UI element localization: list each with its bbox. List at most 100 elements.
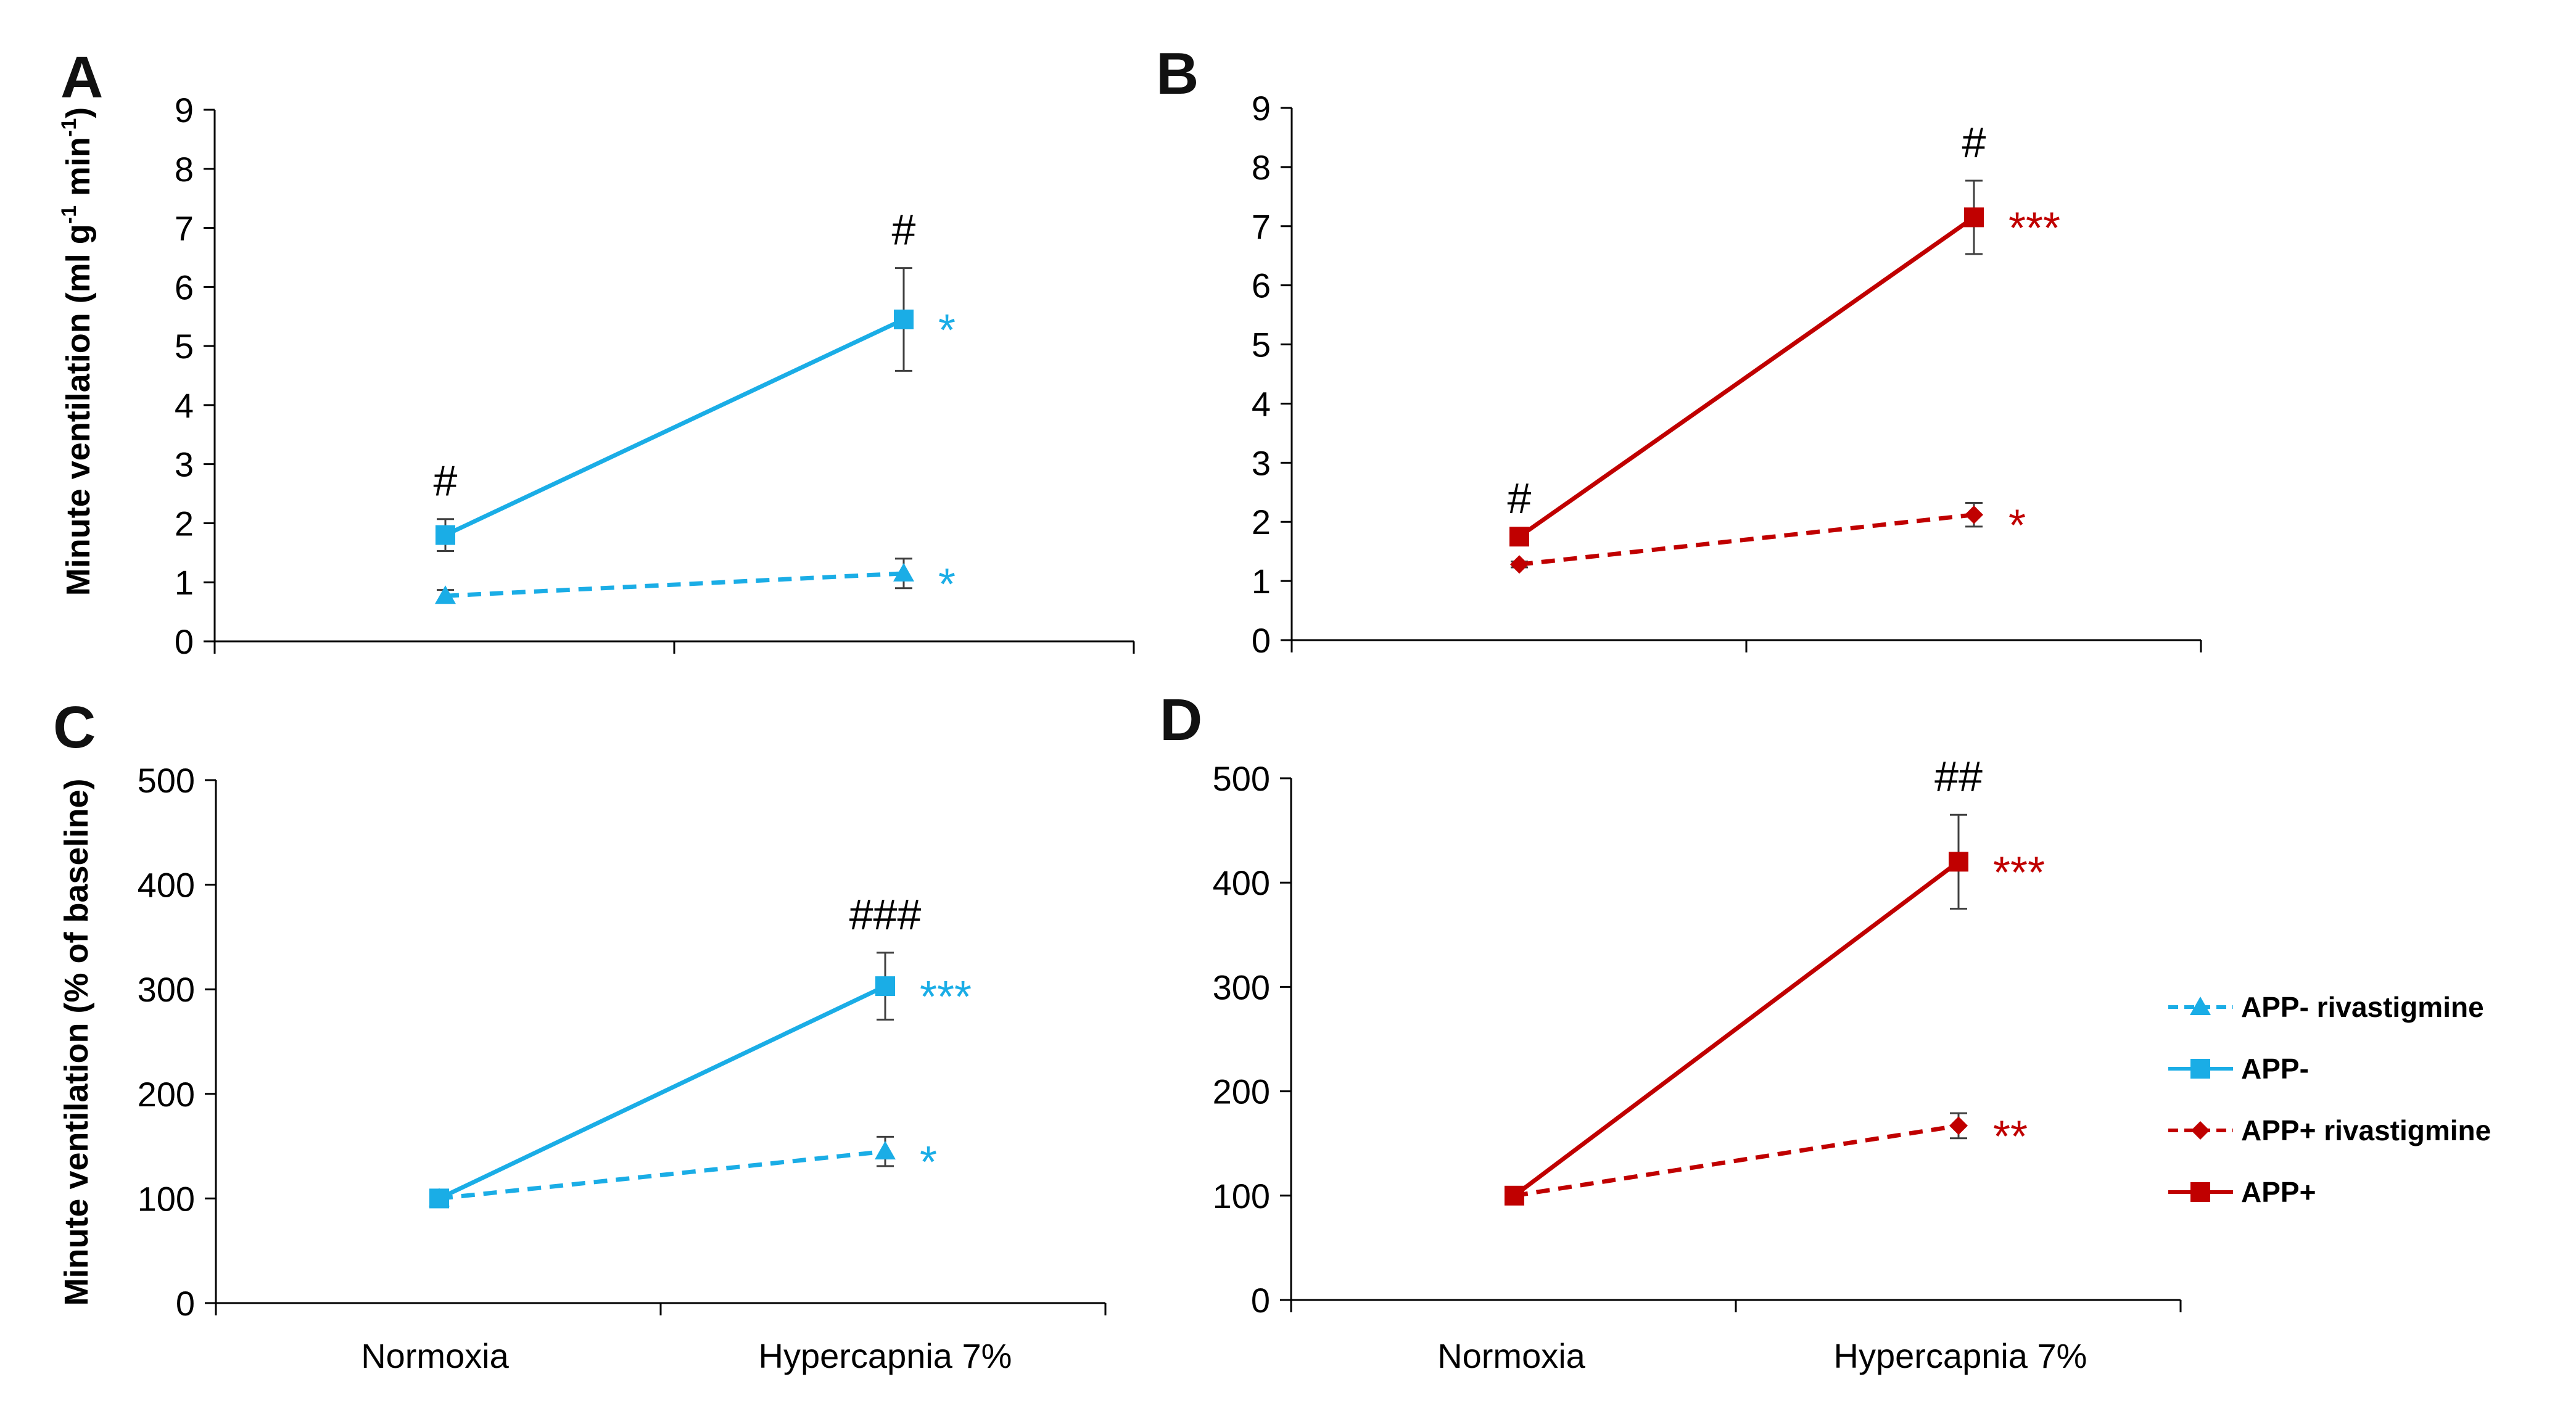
significance-star-a-0-2: * (938, 306, 956, 355)
y-axis-label-bottom: Minute ventilation (% of baseline) (58, 778, 95, 1306)
data-point-b-1-0 (1510, 555, 1529, 574)
significance-hash-a-0-1: # (892, 206, 916, 254)
significance-star-a-1-0: * (938, 560, 956, 609)
y-tick-label-a-0: 0 (175, 622, 194, 661)
series-line-c-0 (438, 984, 886, 1201)
significance-star-c-1-0: * (920, 1138, 937, 1187)
series-d-app-rivastigmine: ** (1505, 1112, 2028, 1205)
data-point-c-1-1 (875, 1141, 896, 1160)
y-tick-label-b-4: 4 (1252, 384, 1271, 423)
panel-letter-d: D (1160, 687, 1202, 753)
y-tick-label-b-3: 3 (1252, 443, 1271, 482)
y-tick-label-b-1: 1 (1252, 562, 1271, 601)
legend-item-3: APP+ (2168, 1176, 2316, 1208)
y-tick-label-b-5: 5 (1252, 326, 1271, 364)
series-a-app-: # # * (434, 206, 956, 552)
data-point-a-0-0 (436, 525, 455, 545)
x-label-hypercapnia-left: Hypercapnia 7% (759, 1336, 1012, 1375)
series-c-app-: ### *** (429, 890, 972, 1209)
x-label-hypercapnia-right: Hypercapnia 7% (1834, 1336, 2087, 1375)
y-tick-label-a-9: 9 (175, 91, 194, 130)
data-point-c-0-1 (875, 976, 895, 997)
significance-star-c-0-1: *** (920, 973, 972, 1022)
significance-star-b-0-2: *** (2008, 204, 2060, 253)
y-tick-label-a-8: 8 (175, 150, 194, 189)
y-tick-label-b-9: 9 (1252, 89, 1271, 128)
series-line-b-1 (1519, 512, 1975, 567)
series-b-app-: # # *** (1508, 118, 2060, 547)
legend-marker-3 (2190, 1182, 2210, 1202)
chart-panels: 0123456789##**0123456789##****0100200300… (138, 89, 2202, 1323)
y-tick-label-d-1: 100 (1213, 1177, 1270, 1215)
series-b-app-rivastigmine: * (1510, 501, 2026, 574)
significance-hash-d-0-0: ## (1934, 752, 1983, 800)
y-tick-label-b-8: 8 (1252, 148, 1271, 187)
y-tick-label-c-0: 0 (176, 1284, 195, 1323)
y-tick-label-a-6: 6 (175, 268, 194, 306)
legend-marker-2 (2191, 1121, 2210, 1140)
panel-letter-b: B (1156, 41, 1199, 107)
significance-star-d-1-0: ** (1993, 1112, 2028, 1161)
data-point-b-0-0 (1509, 527, 1529, 547)
legend-label-2: APP+ rivastigmine (2241, 1114, 2491, 1146)
x-label-normoxia-right: Normoxia (1437, 1336, 1585, 1375)
y-tick-label-a-5: 5 (175, 327, 194, 366)
y-tick-label-c-4: 400 (138, 866, 195, 905)
legend-label-1: APP- (2241, 1053, 2309, 1085)
y-tick-label-a-1: 1 (175, 563, 194, 602)
legend-label-3: APP+ (2241, 1176, 2316, 1208)
data-point-b-0-1 (1964, 207, 1984, 228)
legend: APP- rivastigmine APP- APP+ rivastigmine AP… (2168, 991, 2491, 1208)
data-point-c-1-0 (429, 1188, 450, 1207)
y-axis-label-top: Minute ventilation (ml g-1 min-1) (57, 107, 97, 596)
legend-marker-0 (2190, 997, 2211, 1015)
data-point-d-0-1 (1949, 852, 1968, 872)
significance-hash-a-0-0: # (434, 457, 458, 505)
data-point-a-0-1 (894, 310, 914, 330)
y-tick-label-c-3: 300 (138, 970, 195, 1009)
series-line-b-0 (1517, 215, 1976, 539)
y-tick-label-b-7: 7 (1252, 207, 1271, 246)
y-tick-label-a-2: 2 (175, 504, 194, 543)
y-tick-label-a-3: 3 (175, 445, 194, 484)
significance-star-b-1-0: * (2008, 501, 2026, 551)
data-point-a-1-0 (435, 585, 456, 604)
series-line-a-1 (445, 571, 904, 598)
x-label-normoxia-left: Normoxia (361, 1336, 509, 1375)
data-point-b-1-1 (1965, 505, 1983, 524)
series-d-app-: ##*** (1505, 752, 2045, 1206)
y-tick-label-c-5: 500 (138, 761, 195, 800)
panel-letter-a: A (60, 44, 103, 110)
legend-marker-1 (2190, 1059, 2210, 1079)
y-tick-label-d-2: 200 (1213, 1072, 1270, 1111)
data-point-d-1-0 (1505, 1186, 1524, 1205)
y-tick-label-d-3: 300 (1213, 968, 1270, 1006)
y-tick-label-d-0: 0 (1251, 1281, 1270, 1320)
y-tick-label-d-4: 400 (1213, 863, 1270, 902)
y-tick-label-a-4: 4 (175, 386, 194, 425)
y-tick-label-c-1: 100 (138, 1179, 195, 1218)
significance-hash-c-0-0: ### (849, 890, 922, 939)
y-tick-label-b-2: 2 (1252, 503, 1271, 541)
significance-star-d-0-1: *** (1993, 848, 2045, 897)
legend-item-2: APP+ rivastigmine (2168, 1114, 2491, 1146)
legend-label-0: APP- rivastigmine (2241, 991, 2484, 1023)
y-tick-label-c-2: 200 (138, 1075, 195, 1114)
data-point-a-1-1 (893, 562, 914, 582)
significance-hash-b-0-1: # (1962, 118, 1986, 167)
data-point-d-1-1 (1949, 1116, 1968, 1135)
y-tick-label-b-6: 6 (1252, 266, 1271, 305)
legend-item-0: APP- rivastigmine (2168, 991, 2484, 1023)
y-tick-label-b-0: 0 (1252, 621, 1271, 660)
y-tick-label-d-5: 500 (1213, 759, 1270, 798)
chart-panel-a: 0 1 2 3 4 5 6 7 8 9 # # * * (175, 91, 1135, 661)
y-tick-label-a-7: 7 (175, 209, 194, 248)
series-c-app-rivastigmine: * (429, 1135, 937, 1207)
series-line-c-1 (439, 1149, 886, 1201)
series-line-d-1 (1514, 1123, 1959, 1198)
series-a-app-rivastigmine: * (435, 557, 956, 609)
